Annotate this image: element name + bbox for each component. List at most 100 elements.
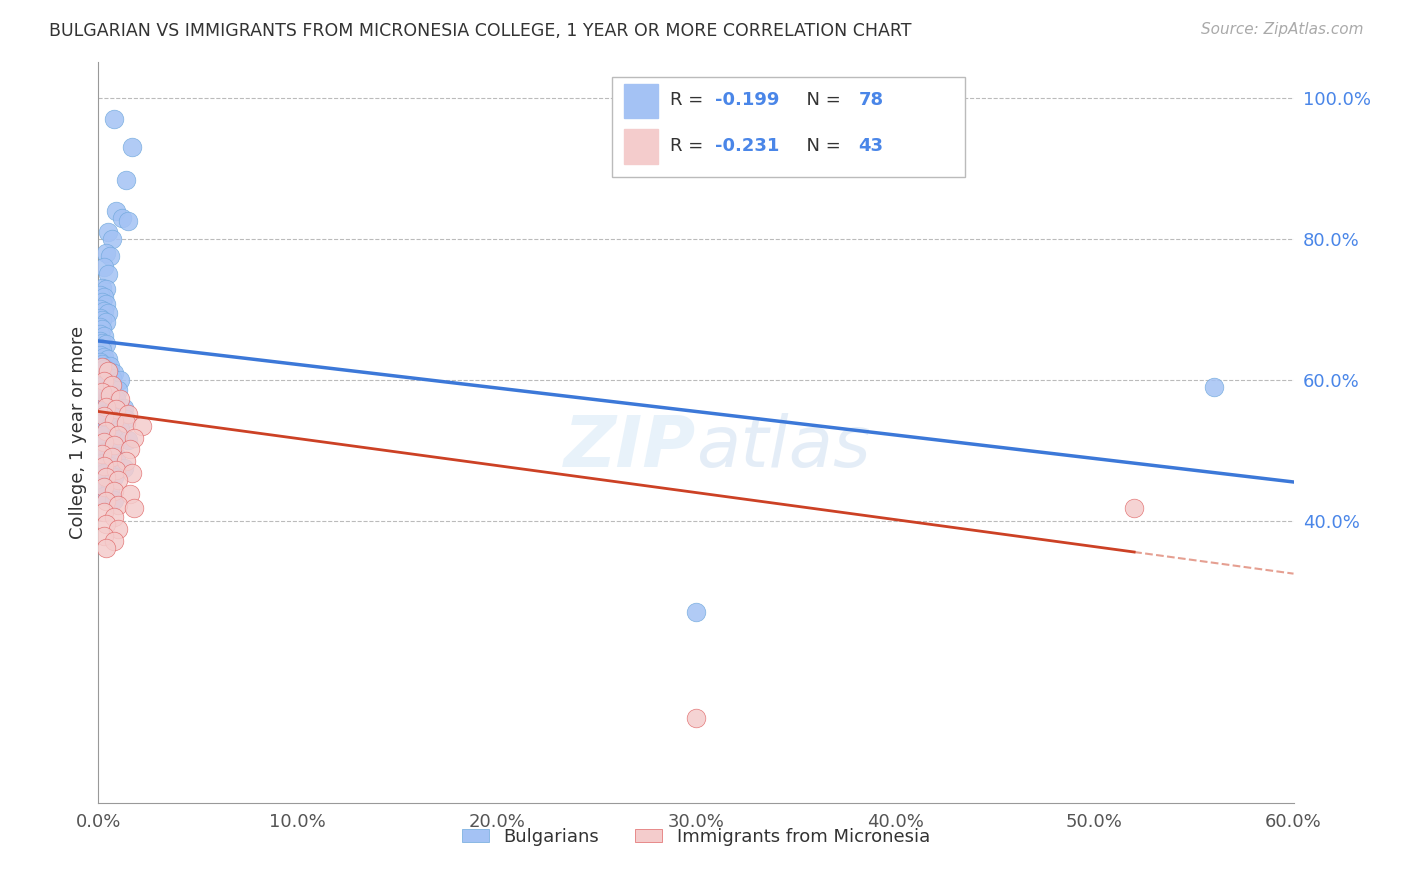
Point	[105, 463, 128, 477]
Point	[93, 350, 115, 364]
Point	[96, 517, 118, 532]
Text: N =: N =	[796, 91, 846, 110]
Point	[124, 431, 146, 445]
Point	[117, 214, 139, 228]
Point	[98, 388, 122, 402]
Point	[110, 422, 132, 436]
Point	[93, 434, 115, 449]
Point	[105, 203, 128, 218]
Point	[101, 440, 124, 454]
Text: N =: N =	[796, 137, 846, 155]
Point	[91, 437, 114, 451]
Text: BULGARIAN VS IMMIGRANTS FROM MICRONESIA COLLEGE, 1 YEAR OR MORE CORRELATION CHAR: BULGARIAN VS IMMIGRANTS FROM MICRONESIA …	[49, 22, 911, 40]
Point	[110, 392, 132, 407]
Point	[93, 407, 115, 421]
Point	[96, 245, 118, 260]
Point	[98, 418, 122, 433]
Point	[91, 456, 114, 470]
Point	[115, 411, 138, 425]
Point	[107, 522, 129, 536]
Point	[115, 417, 138, 431]
Point	[96, 296, 118, 310]
Legend: Bulgarians, Immigrants from Micronesia: Bulgarians, Immigrants from Micronesia	[454, 821, 938, 853]
Point	[98, 249, 122, 263]
Point	[101, 232, 124, 246]
Point	[96, 369, 118, 384]
Point	[97, 306, 120, 320]
Point	[96, 397, 118, 411]
Point	[91, 478, 114, 492]
Point	[89, 355, 111, 369]
Point	[89, 334, 111, 348]
Text: R =: R =	[669, 91, 709, 110]
Point	[96, 283, 118, 297]
Point	[117, 407, 139, 421]
Point	[89, 310, 111, 325]
Point	[685, 711, 707, 725]
Point	[103, 431, 125, 445]
Point	[101, 371, 124, 385]
Text: -0.199: -0.199	[716, 91, 779, 110]
Point	[105, 392, 128, 407]
Point	[91, 295, 114, 310]
Point	[98, 359, 122, 373]
Point	[89, 302, 111, 317]
Point	[97, 364, 120, 378]
Point	[89, 341, 111, 355]
Point	[115, 173, 138, 187]
Text: -0.231: -0.231	[716, 137, 779, 155]
Text: Source: ZipAtlas.com: Source: ZipAtlas.com	[1201, 22, 1364, 37]
Point	[93, 303, 115, 318]
Text: atlas: atlas	[696, 413, 870, 482]
Point	[93, 289, 115, 303]
Point	[101, 450, 124, 465]
Point	[101, 409, 124, 424]
Point	[93, 427, 115, 442]
Point	[93, 374, 115, 388]
Point	[93, 480, 115, 494]
Point	[91, 336, 114, 351]
Point	[98, 458, 122, 473]
Text: ZIP: ZIP	[564, 413, 696, 482]
Point	[93, 444, 115, 458]
Point	[91, 322, 114, 336]
Point	[91, 357, 114, 371]
Point	[96, 494, 118, 508]
Point	[117, 433, 139, 447]
Point	[103, 533, 125, 548]
Point	[97, 364, 120, 378]
Point	[98, 381, 122, 395]
FancyBboxPatch shape	[613, 78, 965, 178]
Point	[103, 112, 125, 126]
Point	[103, 400, 125, 414]
Point	[93, 458, 115, 473]
Point	[96, 470, 118, 484]
Text: 78: 78	[859, 91, 883, 110]
Point	[1123, 501, 1146, 516]
Bar	[624, 84, 658, 118]
Point	[89, 348, 111, 362]
Point	[103, 470, 125, 484]
Point	[97, 267, 120, 281]
Point	[93, 378, 115, 392]
Point	[91, 359, 114, 374]
Point	[103, 437, 125, 451]
Point	[97, 225, 120, 239]
Point	[107, 384, 129, 398]
Point	[121, 140, 143, 154]
Point	[103, 492, 125, 507]
Point	[112, 461, 135, 475]
Point	[96, 315, 118, 329]
Point	[131, 418, 153, 433]
Point	[93, 466, 115, 480]
Point	[112, 401, 135, 415]
Point	[103, 414, 125, 428]
Point	[93, 489, 115, 503]
Point	[103, 510, 125, 524]
Point	[91, 388, 114, 402]
Point	[91, 417, 114, 431]
Point	[97, 390, 120, 404]
Point	[124, 501, 146, 516]
Point	[93, 260, 115, 274]
Point	[96, 424, 118, 438]
